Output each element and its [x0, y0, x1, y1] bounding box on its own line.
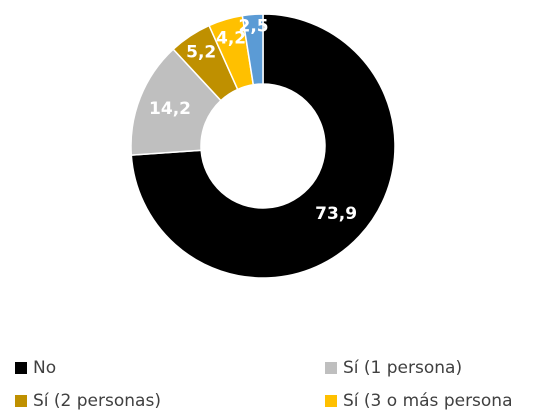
data-label: 4,2: [216, 29, 246, 49]
legend-swatch: [325, 395, 337, 407]
data-label: 73,9: [315, 204, 357, 224]
data-label: 2,5: [239, 16, 269, 36]
donut-slice: [241, 13, 264, 86]
legend-label: No: [33, 358, 56, 378]
legend-swatch: [15, 395, 27, 407]
legend-swatch: [15, 362, 27, 374]
legend-label: Sí (2 personas): [33, 391, 161, 411]
legend-label: Sí (3 o más persona: [343, 391, 513, 411]
data-label: 14,2: [149, 99, 191, 119]
legend-swatch: [325, 362, 337, 374]
data-label: 5,2: [186, 43, 216, 63]
donut-slice: [130, 13, 396, 279]
legend-label: Sí (1 persona): [343, 358, 462, 378]
